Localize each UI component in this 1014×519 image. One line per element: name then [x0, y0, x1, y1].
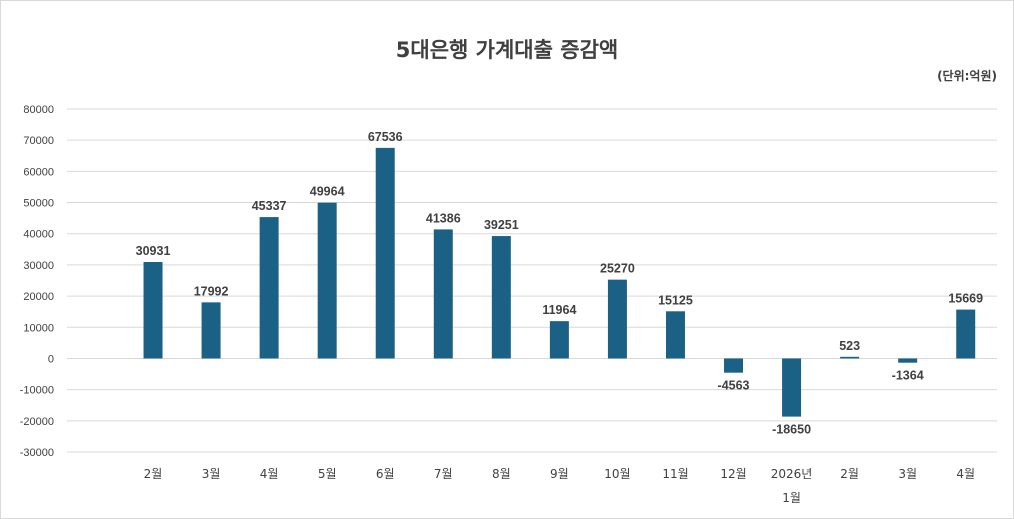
x-category-label: 3월 [202, 467, 221, 481]
x-category-label: 7월 [434, 467, 453, 481]
x-category-label: 2월 [840, 467, 859, 481]
chart-title: 5대은행 가계대출 증감액 [395, 38, 619, 62]
bar [724, 358, 744, 373]
data-label: 67536 [368, 130, 403, 144]
y-tick-label: 30000 [23, 260, 54, 272]
y-tick-label: 0 [48, 353, 54, 365]
data-label: 15669 [948, 292, 983, 306]
data-label: 45337 [252, 199, 287, 213]
y-tick-label: 60000 [23, 166, 54, 178]
x-category-label: 10월 [604, 467, 630, 481]
bar [201, 302, 221, 359]
x-category-label: 9월 [550, 467, 569, 481]
y-tick-label: 70000 [23, 135, 54, 147]
x-category-label: 12월 [720, 467, 746, 481]
bar [317, 202, 337, 359]
bar [898, 358, 918, 363]
y-tick-label: 80000 [23, 104, 54, 116]
x-category-label: 6월 [376, 467, 395, 481]
x-category-label: 4월 [956, 467, 975, 481]
x-category-label: 5월 [318, 467, 337, 481]
y-tick-label: -30000 [20, 447, 54, 459]
bar [143, 262, 163, 359]
data-label: -18650 [772, 423, 811, 437]
bars [143, 147, 976, 417]
x-category-label: 4월 [260, 467, 279, 481]
x-category-label: 2월 [144, 467, 163, 481]
x-category-label: 3월 [898, 467, 917, 481]
gridlines [67, 108, 997, 453]
bar [259, 217, 279, 359]
data-label: 30931 [136, 244, 171, 258]
bar [840, 356, 860, 359]
data-labels: 30931 17992 45337 49964 67536 41386 39251 11964… [136, 130, 984, 437]
y-tick-label: 20000 [23, 291, 54, 303]
x-category-label: 8월 [492, 467, 511, 481]
unit-note: (단위:억원) [937, 69, 997, 83]
bar [956, 309, 976, 359]
bar [782, 358, 802, 417]
data-label: -4563 [718, 379, 750, 393]
data-label: 39251 [484, 218, 519, 232]
bar [665, 311, 685, 359]
y-tick-label: 50000 [23, 198, 54, 210]
bar [549, 321, 569, 359]
data-label: 25270 [600, 262, 635, 276]
data-label: 523 [839, 339, 860, 353]
data-label: 11964 [542, 303, 576, 317]
y-tick-label: 10000 [23, 322, 54, 334]
y-tick-label: 40000 [23, 229, 54, 241]
x-category-label: 11월 [662, 467, 688, 481]
data-label: -1364 [892, 369, 924, 383]
bar [607, 279, 627, 359]
bar [375, 147, 395, 359]
y-tick-label: -10000 [20, 385, 54, 397]
data-label: 41386 [426, 211, 461, 225]
bar [433, 229, 453, 359]
x-category-label: 2026년 [771, 467, 813, 481]
y-tick-label: -20000 [20, 416, 54, 428]
data-label: 15125 [658, 293, 693, 307]
bar [491, 236, 511, 359]
data-label: 17992 [194, 284, 229, 298]
x-axis-categories: 2월 3월 4월 5월 6월 7월 8월 9월 10월 11월 12월 2026년 1월 2월 3월 4월 [144, 467, 975, 505]
x-category-label: 1월 [782, 491, 801, 505]
y-axis-ticks: 80000 70000 60000 50000 40000 30000 20000 10000… [20, 104, 54, 459]
data-label: 49964 [310, 185, 345, 199]
